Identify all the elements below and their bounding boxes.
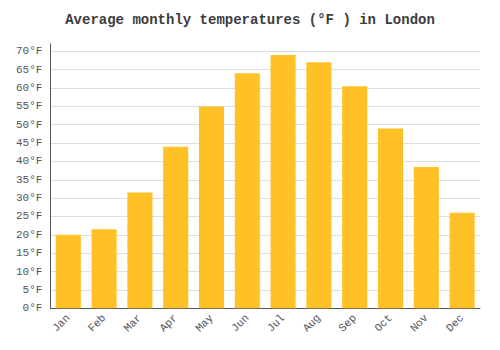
svg-text:May: May — [193, 312, 216, 335]
svg-text:30°F: 30°F — [16, 192, 42, 204]
svg-text:20°F: 20°F — [16, 229, 42, 241]
svg-text:60°F: 60°F — [16, 82, 42, 94]
svg-text:Jul: Jul — [265, 312, 287, 334]
svg-text:Aug: Aug — [301, 312, 323, 334]
svg-text:10°F: 10°F — [16, 266, 42, 278]
svg-text:0°F: 0°F — [23, 302, 43, 314]
svg-text:55°F: 55°F — [16, 100, 42, 112]
svg-text:Feb: Feb — [86, 312, 108, 334]
svg-text:70°F: 70°F — [16, 45, 42, 57]
svg-text:Nov: Nov — [408, 312, 431, 335]
svg-text:25°F: 25°F — [16, 210, 42, 222]
svg-text:Jan: Jan — [50, 312, 72, 334]
svg-text:Mar: Mar — [122, 312, 144, 334]
svg-text:Oct: Oct — [372, 312, 394, 334]
svg-text:Average monthly temperatures (: Average monthly temperatures (°F ) in Lo… — [65, 12, 435, 28]
svg-text:Dec: Dec — [444, 312, 466, 334]
svg-text:Sep: Sep — [336, 312, 358, 334]
svg-text:50°F: 50°F — [16, 119, 42, 131]
svg-text:35°F: 35°F — [16, 174, 42, 186]
svg-text:15°F: 15°F — [16, 247, 42, 259]
svg-text:Apr: Apr — [157, 312, 179, 334]
svg-text:Jun: Jun — [229, 312, 251, 334]
svg-text:5°F: 5°F — [23, 284, 43, 296]
svg-text:65°F: 65°F — [16, 64, 42, 76]
svg-text:40°F: 40°F — [16, 155, 42, 167]
svg-text:45°F: 45°F — [16, 137, 42, 149]
